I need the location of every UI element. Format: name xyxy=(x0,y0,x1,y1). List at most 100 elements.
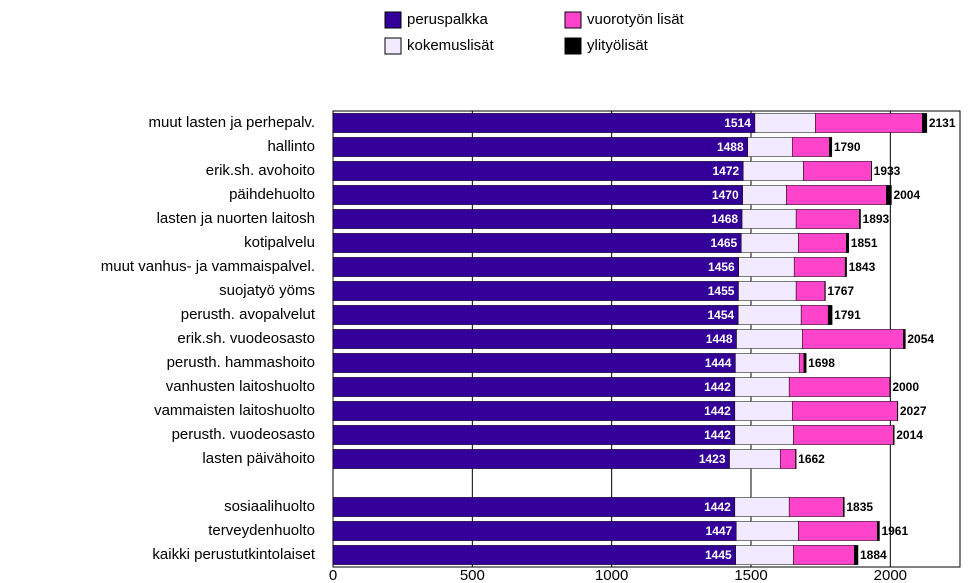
total-label: 1933 xyxy=(874,164,901,178)
value-label: 1442 xyxy=(704,380,731,394)
total-label: 1835 xyxy=(846,500,873,514)
bar-segment xyxy=(332,377,736,397)
bar-segment xyxy=(815,113,923,133)
bar-segment xyxy=(736,329,803,349)
total-label: 1843 xyxy=(849,260,876,274)
bar-segment xyxy=(735,545,794,565)
bar-segment xyxy=(846,233,850,253)
bar-segment xyxy=(332,545,736,565)
total-label: 2014 xyxy=(896,428,923,442)
x-tick-label: 0 xyxy=(329,567,337,583)
value-label: 1447 xyxy=(706,524,733,538)
bar-segment xyxy=(332,521,737,541)
bar-segment xyxy=(332,449,730,469)
value-label: 1445 xyxy=(705,548,732,562)
x-tick-label: 500 xyxy=(460,567,485,583)
bar-segment xyxy=(740,233,799,253)
y-tick-label: muut lasten ja perhepalv. xyxy=(149,114,316,131)
bar-segment xyxy=(332,281,739,301)
bar-segment xyxy=(795,281,826,301)
bar-segment xyxy=(793,545,855,565)
value-label: 1456 xyxy=(708,260,735,274)
bar-segment xyxy=(332,497,736,517)
bar-segment xyxy=(791,137,830,157)
y-tick-label: kaikki perustutkintolaiset xyxy=(152,546,315,563)
bar-segment xyxy=(889,377,891,397)
total-label: 2131 xyxy=(929,116,956,130)
bar-segment xyxy=(824,281,826,301)
bar-segment xyxy=(734,497,790,517)
bar-segment xyxy=(735,353,800,373)
total-label: 1893 xyxy=(863,212,890,226)
bar-segment xyxy=(734,377,790,397)
bar-segment xyxy=(793,257,846,277)
total-label: 1791 xyxy=(834,308,861,322)
bar-segment xyxy=(876,521,880,541)
bar-segment xyxy=(332,305,739,325)
bar-segment xyxy=(859,209,861,229)
bar-segment xyxy=(332,329,737,349)
bar-segment xyxy=(844,257,847,277)
bar-segment xyxy=(829,137,833,157)
legend-label: vuorotyön lisät xyxy=(587,11,685,28)
y-tick-label: sosiaalihuolto xyxy=(224,498,315,515)
bar-segment xyxy=(827,305,833,325)
bar-segment xyxy=(842,497,845,517)
value-label: 1455 xyxy=(708,284,735,298)
bar-segment xyxy=(791,401,898,421)
bar-segment xyxy=(734,401,793,421)
value-label: 1465 xyxy=(711,236,738,250)
bar-segment xyxy=(795,449,797,469)
bar-segment xyxy=(332,113,756,133)
bar-segment xyxy=(786,185,887,205)
value-label: 1514 xyxy=(724,116,751,130)
legend-label: kokemuslisät xyxy=(407,37,495,54)
legend-swatch xyxy=(564,37,582,55)
legend-swatch xyxy=(384,37,402,55)
total-label: 2004 xyxy=(893,188,920,202)
total-label: 2054 xyxy=(907,332,934,346)
bar-segment xyxy=(332,401,736,421)
value-label: 1444 xyxy=(705,356,732,370)
bar-segment xyxy=(738,257,795,277)
y-tick-label: erik.sh. vuodeosasto xyxy=(177,330,315,347)
bar-segment xyxy=(893,425,895,445)
bar-segment xyxy=(802,329,904,349)
bar-segment xyxy=(734,425,794,445)
x-tick-label: 1500 xyxy=(734,567,767,583)
bar-segment xyxy=(854,545,859,565)
bar-segment xyxy=(803,353,807,373)
bar-segment xyxy=(788,377,891,397)
bar-segment xyxy=(803,161,872,181)
bar-segment xyxy=(798,521,878,541)
bar-segment xyxy=(903,329,906,349)
total-label: 1698 xyxy=(808,356,835,370)
bar-segment xyxy=(747,137,793,157)
y-tick-label: erik.sh. avohoito xyxy=(206,162,315,179)
bar-segment xyxy=(780,449,796,469)
x-tick-label: 1000 xyxy=(595,567,628,583)
value-label: 1442 xyxy=(704,404,731,418)
bar-segment xyxy=(897,401,899,421)
bar-segment xyxy=(754,113,816,133)
bar-segment xyxy=(793,425,894,445)
legend-swatch xyxy=(564,11,582,29)
value-label: 1488 xyxy=(717,140,744,154)
bar-segment xyxy=(795,209,860,229)
y-tick-label: vammaisten laitoshuolto xyxy=(154,402,315,419)
total-label: 1790 xyxy=(834,140,861,154)
y-tick-label: kotipalvelu xyxy=(244,234,315,251)
y-tick-label: perusth. hammashoito xyxy=(167,354,315,371)
y-tick-label: lasten ja nuorten laitosh xyxy=(157,210,315,227)
bar-segment xyxy=(741,209,797,229)
total-label: 1662 xyxy=(798,452,825,466)
bar-segment xyxy=(800,305,829,325)
bar-segment xyxy=(332,257,739,277)
bar-segment xyxy=(798,353,805,373)
total-label: 1851 xyxy=(851,236,878,250)
value-label: 1442 xyxy=(704,500,731,514)
value-label: 1472 xyxy=(712,164,739,178)
bar-segment xyxy=(332,137,748,157)
value-label: 1468 xyxy=(711,212,738,226)
